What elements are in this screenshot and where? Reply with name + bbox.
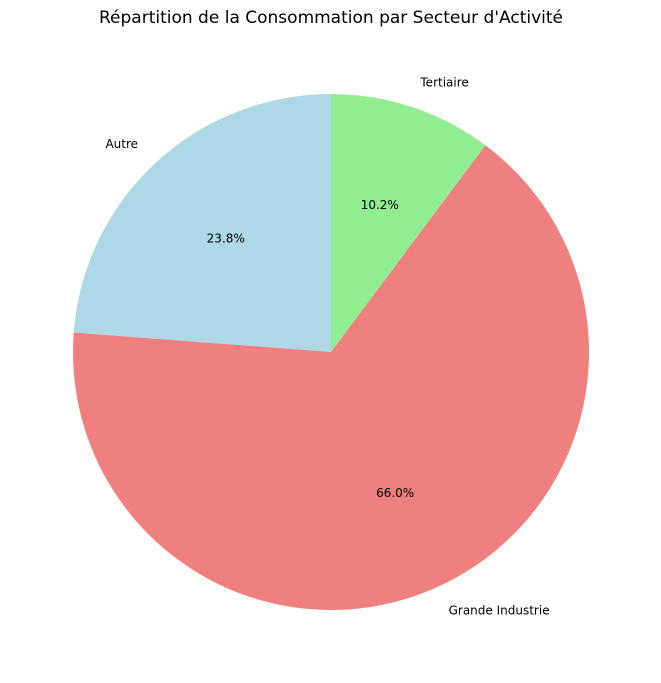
slice-label-grande-industrie: Grande Industrie [449, 603, 550, 617]
pie-slice-grande-industrie [73, 145, 589, 610]
slice-label-autre: Autre [105, 137, 138, 151]
pie-slice-autre [73, 94, 331, 352]
pct-label-grande-industrie: 66.0% [376, 486, 414, 500]
pct-label-autre: 23.8% [207, 231, 245, 245]
chart-title: Répartition de la Consommation par Secte… [99, 8, 563, 28]
pie-slices [73, 94, 589, 610]
pct-label-tertiaire: 10.2% [361, 198, 399, 212]
pie-slice-tertiaire [331, 94, 486, 352]
slice-label-tertiaire: Tertiaire [419, 76, 468, 90]
pie-labels: 23.8% Autre 66.0% Grande Industrie 10.2% Tert… [105, 76, 549, 618]
